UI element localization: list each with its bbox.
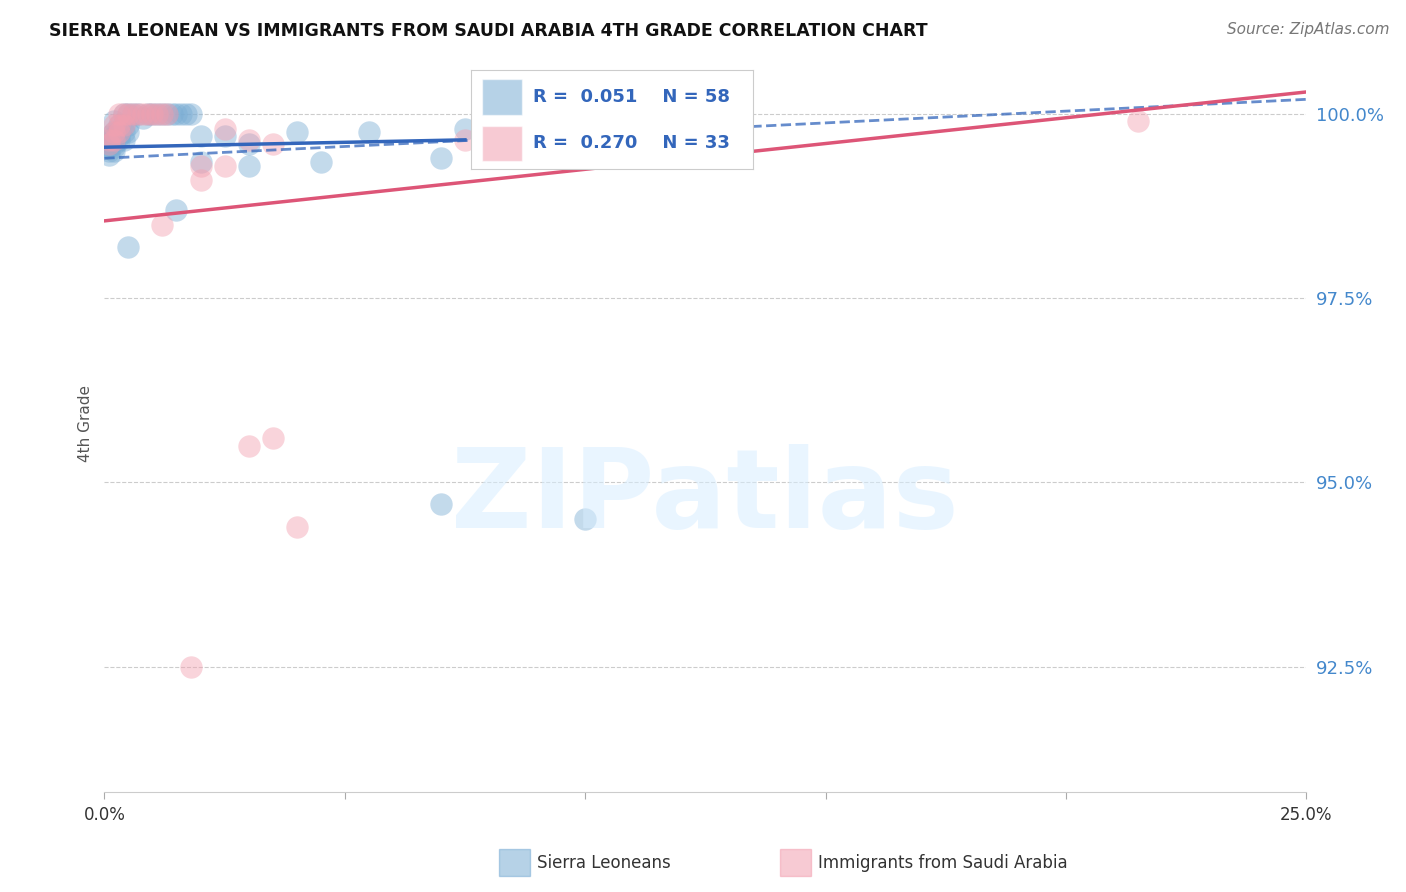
Point [112, 107, 135, 121]
Point [238, 159, 260, 173]
Point [117, 240, 139, 254]
Point [107, 126, 129, 140]
Point [214, 129, 236, 144]
Point [430, 151, 453, 165]
Point [112, 107, 135, 121]
Point [1126, 114, 1149, 128]
Point [117, 126, 139, 140]
Point [98, 133, 121, 147]
Point [262, 136, 284, 151]
Point [238, 136, 260, 151]
Point [285, 126, 308, 140]
Point [146, 107, 169, 121]
Point [430, 498, 453, 512]
Point [150, 107, 173, 121]
Point [117, 107, 139, 121]
Point [170, 107, 193, 121]
Point [103, 114, 125, 128]
Point [107, 133, 129, 147]
Point [98, 133, 121, 147]
Point [166, 107, 188, 121]
Point [98, 136, 121, 151]
Point [454, 133, 477, 147]
Point [127, 107, 149, 121]
Point [150, 218, 173, 232]
Point [166, 202, 188, 217]
Point [103, 144, 125, 158]
Text: SIERRA LEONEAN VS IMMIGRANTS FROM SAUDI ARABIA 4TH GRADE CORRELATION CHART: SIERRA LEONEAN VS IMMIGRANTS FROM SAUDI … [49, 22, 928, 40]
Text: ZIPatlas: ZIPatlas [451, 443, 959, 550]
Point [141, 107, 163, 121]
Point [174, 107, 197, 121]
Point [190, 173, 212, 187]
Y-axis label: 4th Grade: 4th Grade [79, 385, 93, 462]
Text: 0.0%: 0.0% [83, 806, 125, 824]
Point [107, 118, 129, 132]
Point [190, 159, 212, 173]
Point [103, 133, 125, 147]
Point [117, 118, 139, 132]
Point [238, 438, 260, 452]
Point [112, 118, 135, 132]
Point [103, 133, 125, 147]
Point [132, 107, 155, 121]
Point [117, 107, 139, 121]
Point [156, 107, 179, 121]
Point [150, 107, 173, 121]
Point [285, 519, 308, 533]
Point [103, 126, 125, 140]
Point [112, 133, 135, 147]
Point [141, 107, 163, 121]
Point [98, 140, 121, 154]
Point [574, 512, 596, 526]
Point [112, 126, 135, 140]
Point [103, 136, 125, 151]
Point [103, 140, 125, 154]
Point [122, 107, 145, 121]
Point [262, 431, 284, 445]
Text: 25.0%: 25.0% [1279, 806, 1333, 824]
Point [103, 126, 125, 140]
Point [160, 107, 183, 121]
Point [190, 129, 212, 144]
Point [136, 107, 159, 121]
Point [103, 118, 125, 132]
Point [190, 155, 212, 169]
Point [238, 133, 260, 147]
Point [112, 118, 135, 132]
Point [107, 118, 129, 132]
Point [122, 107, 145, 121]
Point [127, 107, 149, 121]
Point [214, 121, 236, 136]
Point [136, 107, 159, 121]
Point [107, 129, 129, 144]
Text: Source: ZipAtlas.com: Source: ZipAtlas.com [1226, 22, 1389, 37]
Text: Sierra Leoneans: Sierra Leoneans [537, 854, 671, 871]
Point [98, 129, 121, 144]
Point [156, 107, 179, 121]
Point [98, 147, 121, 161]
Point [574, 114, 596, 128]
Point [107, 126, 129, 140]
Point [180, 107, 202, 121]
Point [214, 159, 236, 173]
Point [103, 129, 125, 144]
Point [98, 136, 121, 151]
Point [107, 107, 129, 121]
Point [146, 107, 169, 121]
Text: Immigrants from Saudi Arabia: Immigrants from Saudi Arabia [818, 854, 1069, 871]
Point [309, 155, 332, 169]
Point [180, 659, 202, 673]
Point [132, 111, 155, 125]
Point [357, 126, 380, 140]
Point [98, 144, 121, 158]
Point [454, 121, 477, 136]
